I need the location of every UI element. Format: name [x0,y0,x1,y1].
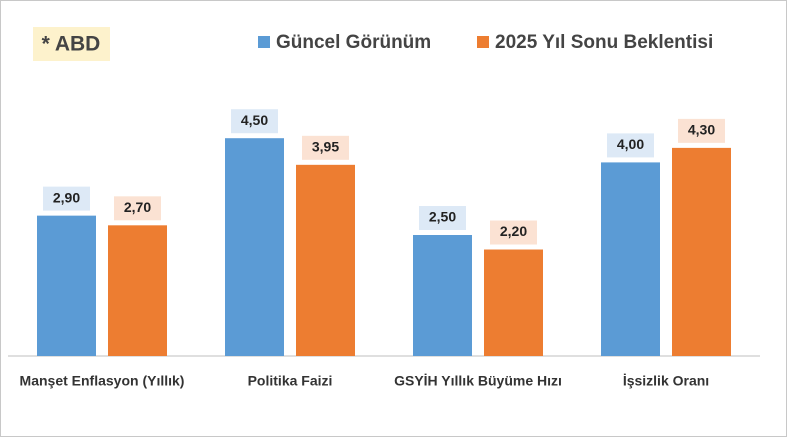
legend-swatch [477,36,489,48]
legend-label: 2025 Yıl Sonu Beklentisi [495,32,713,53]
value-label-bg [419,206,466,230]
bar [672,147,731,356]
value-label-bg [490,220,537,245]
x-tick-label: Manşet Enflasyon (Yıllık) [20,373,185,389]
chart-title: * ABD [42,33,101,56]
bar [296,164,355,356]
x-tick-label: İşsizlik Oranı [623,373,709,389]
bar [484,249,543,356]
value-label-bg [678,118,725,143]
x-tick-label: GSYİH Yıllık Büyüme Hızı [394,373,562,389]
bar [108,225,167,356]
legend-label: Güncel Görünüm [276,32,431,53]
value-label: 2,50 [429,209,456,225]
value-label-bg [607,133,654,158]
bar [601,162,660,356]
value-label-bg [43,186,90,211]
value-label: 4,30 [688,122,715,138]
bar [37,215,96,356]
x-tick-label: Politika Faizi [248,373,333,389]
title-box [33,27,110,61]
value-label: 4,50 [241,112,268,128]
value-label: 2,90 [53,189,80,205]
bar [413,235,472,356]
value-label-bg [114,196,161,221]
bar [225,138,284,356]
value-label: 2,20 [500,223,527,239]
legend-swatch [258,36,270,48]
value-label: 2,70 [124,199,151,215]
value-label-bg [231,109,278,134]
value-label: 4,00 [617,136,644,152]
value-label-bg [302,135,349,160]
value-label: 3,95 [312,139,339,155]
